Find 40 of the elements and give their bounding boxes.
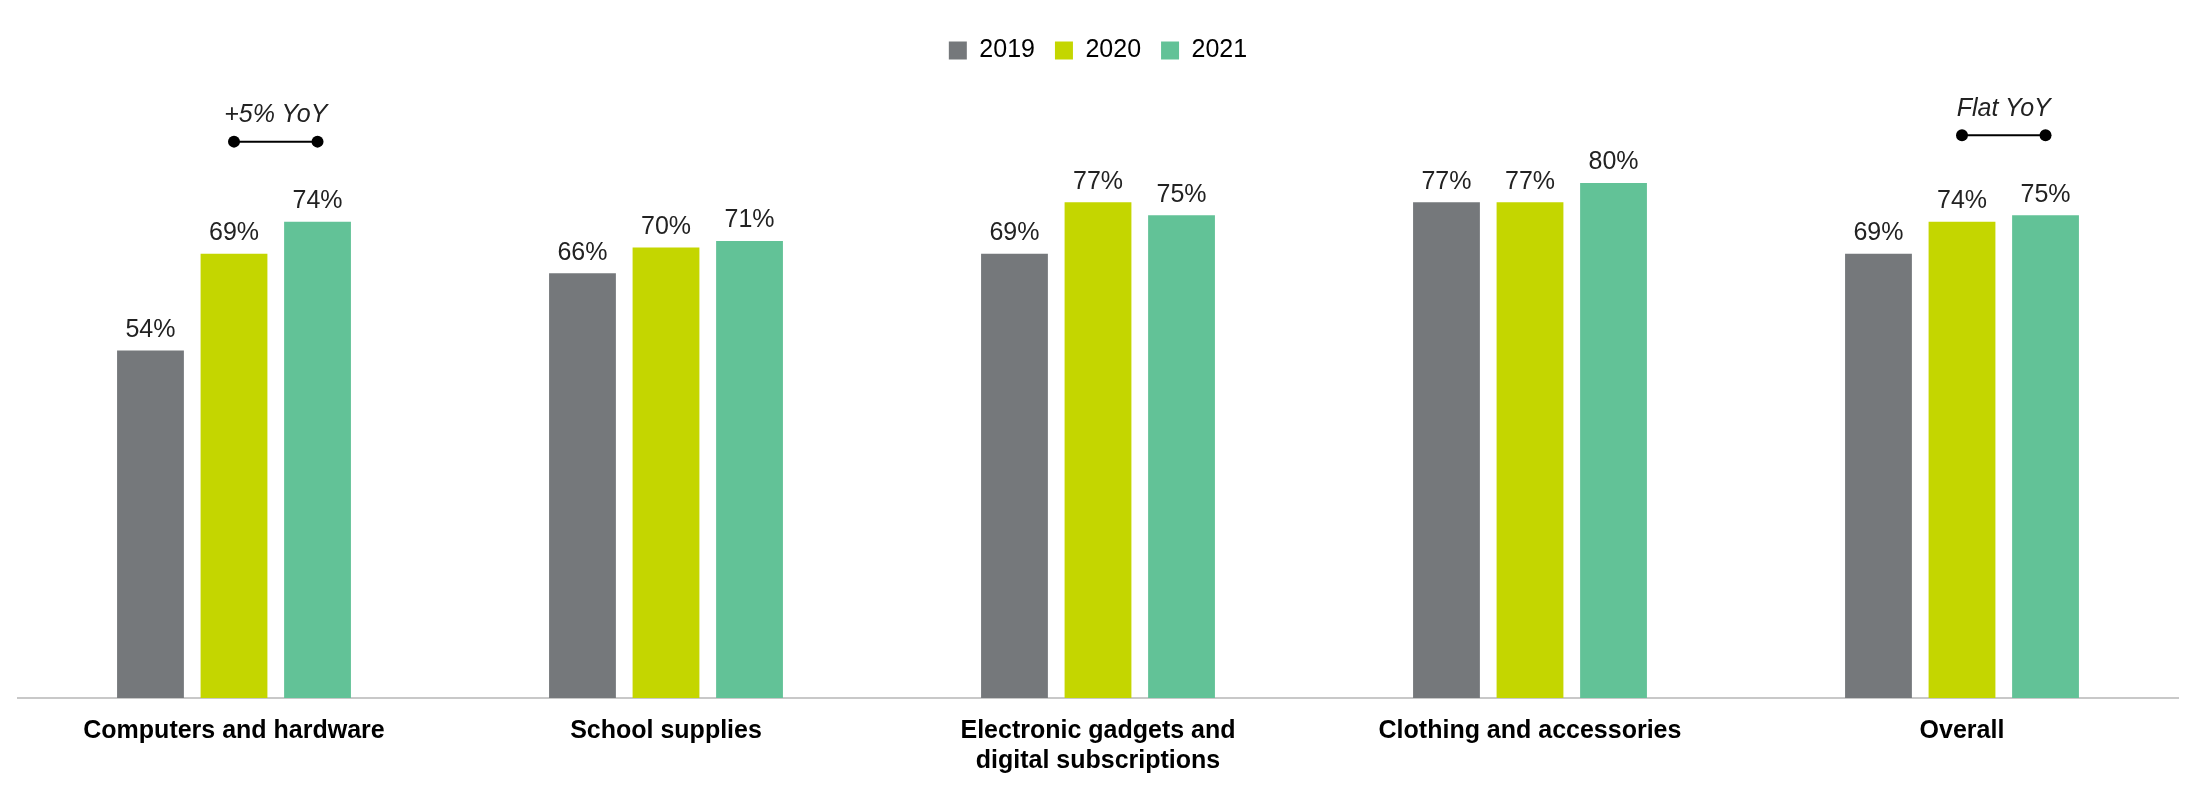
bar [981,253,1048,698]
x-tick-label: Computers and hardware [83,714,385,743]
data-label: 75% [1156,178,1207,207]
data-label: 77% [1072,165,1124,194]
bar [549,273,616,698]
text: Flat YoY [1956,92,2054,121]
data-label: 69% [1853,217,1904,246]
data-label: 74% [1936,185,1988,214]
bar [117,350,184,698]
x-tick-label: Overall [1919,714,2005,743]
bar [1928,221,1996,698]
data-label: 71% [724,204,775,233]
bar [1413,202,1480,698]
bar [284,221,351,698]
data-label: 54% [125,313,176,342]
data-label: 74% [292,185,343,214]
data-label: 66% [557,236,608,265]
data-label: 69% [208,217,260,246]
x-tick-label: Electronic gadgets and digital subscriptions [960,714,1236,773]
bar [1148,215,1215,698]
legend-label: 2021 [1191,34,1248,63]
bar [1064,202,1132,698]
bar [1580,183,1647,698]
bar [2012,215,2079,698]
legend-label: 2019 [979,34,1035,63]
bar [632,247,700,698]
legend-label: 2020 [1085,34,1142,63]
data-label: 77% [1504,165,1556,194]
bar [716,240,783,698]
data-label: 75% [2020,178,2071,207]
text: +5% YoY [224,99,330,128]
data-label: 80% [1588,146,1639,175]
x-tick-label: Clothing and accessories [1378,714,1682,743]
data-label: 70% [640,210,692,239]
data-label: 77% [1421,165,1472,194]
bar [200,253,268,698]
bar [1845,253,1912,698]
bar [1496,202,1564,698]
data-label: 69% [989,217,1040,246]
x-tick-label: School supplies [570,714,762,743]
